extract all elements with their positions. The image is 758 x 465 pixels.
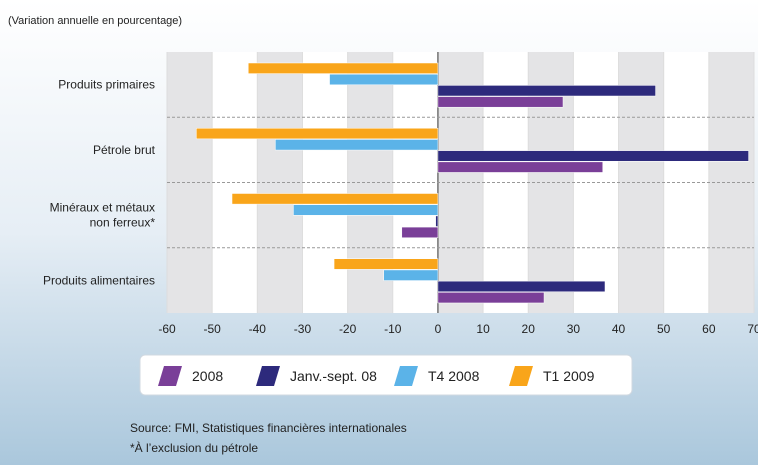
bar (293, 204, 439, 216)
legend-label: 2008 (192, 368, 223, 384)
x-tick-label: -40 (249, 322, 267, 336)
x-tick-label: 30 (567, 322, 581, 336)
x-tick-label: 60 (702, 322, 716, 336)
category-label: Produits alimentaires (43, 273, 155, 287)
source-note: Source: FMI, Statistiques financières in… (130, 421, 407, 435)
legend-swatch (256, 366, 280, 386)
x-tick-label: 70 (747, 322, 758, 336)
x-tick-label: 10 (476, 322, 490, 336)
legend-label: Janv.-sept. 08 (290, 368, 377, 384)
bar (231, 193, 439, 205)
bar (333, 258, 439, 270)
x-tick-label: 40 (612, 322, 626, 336)
category-label: Produits primaires (58, 78, 155, 92)
bar (437, 85, 656, 97)
x-tick-label: -10 (384, 322, 402, 336)
bar (437, 280, 606, 292)
x-tick-label: -30 (294, 322, 312, 336)
category-label: Pétrole brut (93, 143, 156, 157)
bar (435, 215, 439, 227)
grid-band (708, 52, 754, 313)
bar (275, 139, 439, 151)
bar (401, 226, 439, 238)
x-tick-label: -50 (203, 322, 221, 336)
x-tick-label: -60 (158, 322, 176, 336)
legend-swatch (158, 366, 182, 386)
bar (329, 73, 439, 86)
bar (437, 292, 545, 304)
legend-swatch (509, 366, 533, 386)
legend-label: T1 2009 (543, 368, 595, 384)
category-label: Minéraux et métaux non ferreux* (50, 201, 156, 230)
subtitle: (Variation annuelle en pourcentage) (8, 15, 182, 27)
bar (437, 96, 564, 108)
legend-swatch (394, 366, 418, 386)
grid-band (663, 52, 709, 313)
bar (248, 62, 439, 74)
x-tick-label: 20 (522, 322, 536, 336)
legend-label: T4 2008 (428, 368, 480, 384)
bar (383, 269, 439, 281)
bar (437, 161, 603, 173)
bar (196, 128, 439, 140)
bar (437, 150, 749, 162)
x-tick-label: -20 (339, 322, 357, 336)
x-tick-label: 50 (657, 322, 671, 336)
x-tick-label: 0 (435, 322, 442, 336)
footnote: *À l’exclusion du pétrole (130, 440, 258, 455)
